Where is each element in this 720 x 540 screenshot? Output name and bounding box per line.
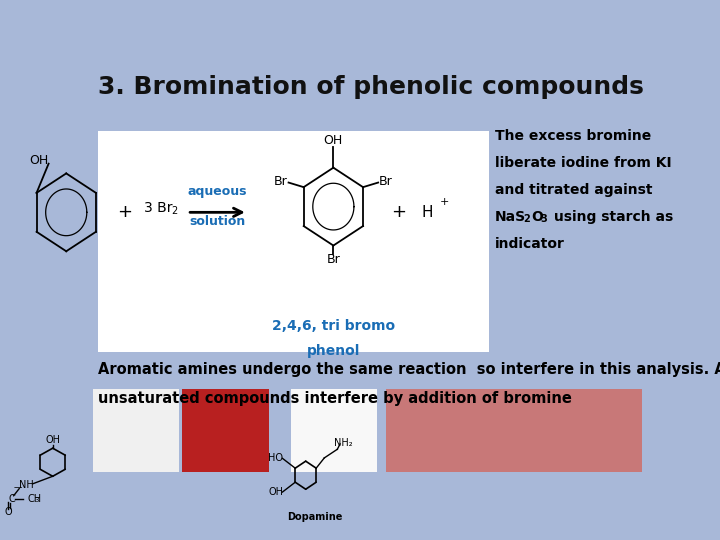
Text: +: +	[392, 204, 406, 221]
Text: —: —	[14, 483, 22, 492]
Text: +: +	[440, 197, 449, 207]
Text: +: +	[117, 204, 132, 221]
Bar	[99, 131, 489, 352]
Text: and titrated against: and titrated against	[495, 183, 652, 197]
Text: aqueous: aqueous	[188, 185, 247, 198]
Text: solution: solution	[189, 215, 246, 228]
Text: 2,4,6, tri bromo: 2,4,6, tri bromo	[271, 319, 395, 333]
Text: OH: OH	[324, 134, 343, 147]
Text: H: H	[422, 205, 433, 220]
Text: using starch as: using starch as	[549, 211, 673, 224]
Text: NaS: NaS	[495, 211, 526, 224]
Text: 2: 2	[523, 214, 531, 224]
Text: 3 Br: 3 Br	[145, 201, 173, 215]
Text: Aromatic amines undergo the same reaction  so interfere in this analysis. Also: Aromatic amines undergo the same reactio…	[99, 362, 720, 377]
Text: liberate iodine from KI: liberate iodine from KI	[495, 156, 671, 170]
Bar	[386, 389, 642, 472]
Text: HO: HO	[269, 453, 284, 463]
Bar	[93, 389, 179, 472]
Bar	[182, 389, 269, 472]
Text: OH: OH	[29, 154, 48, 167]
Text: 3: 3	[541, 214, 548, 224]
Text: unsaturated compounds interfere by addition of bromine: unsaturated compounds interfere by addit…	[99, 391, 572, 406]
Text: 3: 3	[35, 497, 39, 503]
Bar	[291, 389, 377, 472]
Text: Br: Br	[274, 175, 288, 188]
Text: C: C	[8, 494, 15, 504]
Text: Br: Br	[326, 253, 341, 266]
Text: NH₂: NH₂	[333, 438, 352, 448]
Text: OH: OH	[269, 488, 284, 497]
Text: 3. Bromination of phenolic compounds: 3. Bromination of phenolic compounds	[99, 75, 644, 99]
Text: The excess bromine: The excess bromine	[495, 129, 651, 143]
Text: NH: NH	[19, 480, 33, 490]
Text: OH: OH	[45, 435, 60, 445]
Text: Br: Br	[379, 175, 392, 188]
Text: O: O	[531, 211, 544, 224]
Text: indicator: indicator	[495, 238, 564, 251]
Text: CH: CH	[27, 494, 41, 504]
Text: Dopamine: Dopamine	[287, 512, 343, 522]
Text: 2: 2	[171, 206, 177, 217]
Text: phenol: phenol	[307, 344, 360, 358]
Text: O: O	[4, 507, 12, 517]
